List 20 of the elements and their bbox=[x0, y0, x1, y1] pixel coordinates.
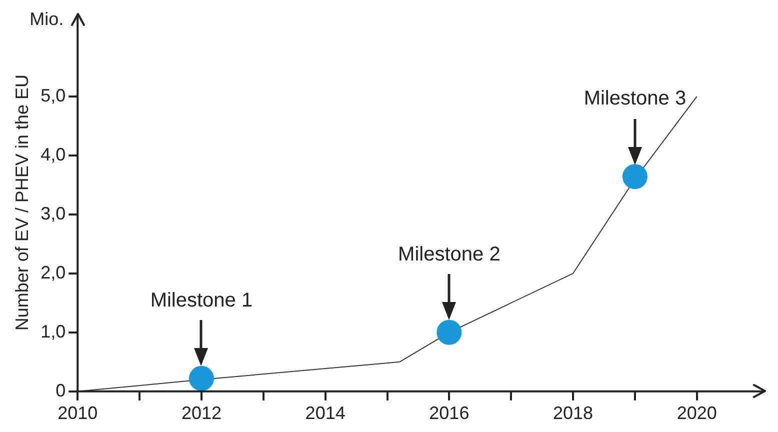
annotation: Milestone 2 bbox=[398, 243, 500, 266]
y-tick-label: 5,0 bbox=[40, 85, 66, 106]
y-tick-label: 4,0 bbox=[40, 144, 66, 164]
annotation: Milestone 3 bbox=[584, 88, 686, 110]
text: Mio. bbox=[30, 8, 64, 29]
x-tick-label: 2012 bbox=[181, 403, 222, 424]
x-tick-label: 2018 bbox=[553, 403, 594, 424]
point bbox=[622, 164, 648, 190]
x-tick-label: 2016 bbox=[429, 403, 470, 424]
y-tick-label: 1,0 bbox=[40, 321, 66, 342]
y-tick-label: 3,0 bbox=[40, 203, 66, 224]
x-tick-label: 2014 bbox=[305, 403, 346, 424]
x-tick-label: 2010 bbox=[58, 403, 98, 424]
y-axis-title: Number of EV / PHEV in the EU bbox=[12, 74, 32, 331]
y-tick-label: 2,0 bbox=[40, 262, 66, 282]
annotation: Milestone 1 bbox=[150, 289, 253, 312]
point bbox=[436, 320, 462, 345]
point bbox=[188, 366, 214, 391]
x-tick-label: 2020 bbox=[676, 403, 717, 424]
y-tick-label: 0 bbox=[56, 380, 66, 400]
